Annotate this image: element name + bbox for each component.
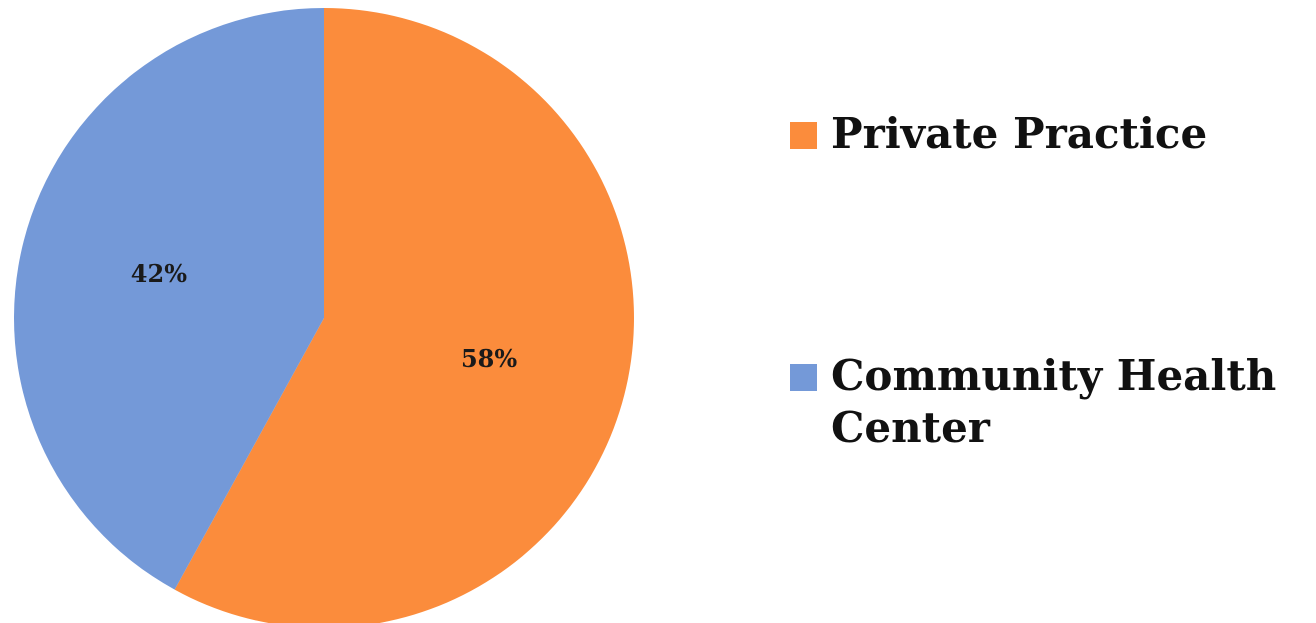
pie-slices xyxy=(13,7,634,623)
legend-item-private-practice: Private Practice xyxy=(790,108,1310,160)
pie-slice-private-practice xyxy=(174,8,634,623)
legend-label-private-practice: Private Practice xyxy=(831,109,1208,158)
legend: Private Practice Community Health Center xyxy=(790,108,1310,454)
legend-swatch-community-health-center xyxy=(790,364,817,391)
legend-item-community-health-center: Community Health Center xyxy=(790,350,1310,454)
data-label-private-practice: 58% xyxy=(461,344,517,373)
legend-swatch-private-practice xyxy=(790,122,817,149)
pie-slice-community-health-center xyxy=(13,7,324,590)
legend-label-community-health-center: Community Health Center xyxy=(831,351,1277,452)
pie-data-labels: 58% 42% xyxy=(131,259,518,373)
pie-chart-canvas: 58% 42% xyxy=(13,7,634,623)
data-label-community-health-center: 42% xyxy=(131,259,187,288)
